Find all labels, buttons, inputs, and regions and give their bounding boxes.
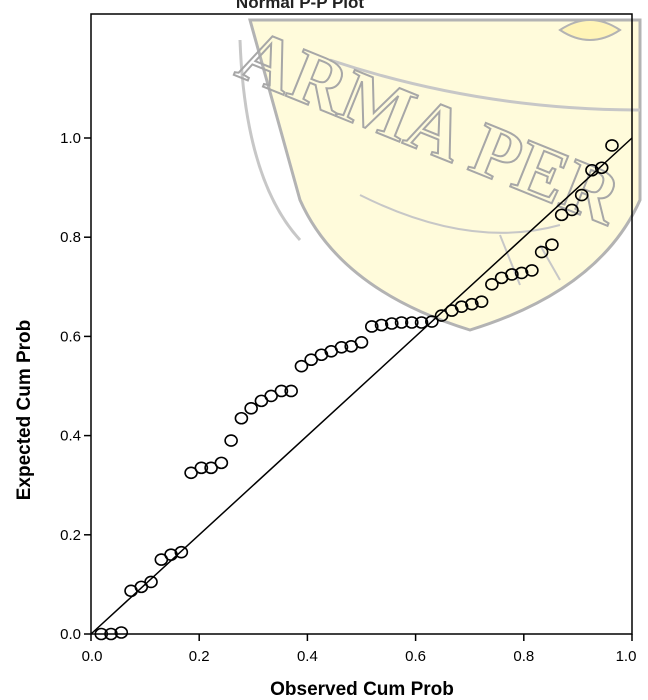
data-point-45	[545, 238, 559, 251]
y-tick-label-5: 1.0	[60, 130, 81, 147]
x-tick-label-4: 0.8	[513, 648, 534, 665]
data-point-48	[574, 188, 589, 202]
x-axis-title: Observed Cum Prob	[270, 679, 454, 700]
data-point-49	[585, 163, 599, 177]
data-point-8	[174, 545, 189, 559]
data-point-39	[485, 278, 499, 291]
x-tick-label-5: 1.0	[616, 648, 637, 665]
data-point-19	[284, 384, 298, 398]
data-point-2	[114, 626, 129, 639]
data-point-34	[434, 309, 449, 322]
data-point-32	[414, 316, 429, 329]
y-axis-ticks: 0.0 0.2 0.4 0.6 0.8 1.0	[60, 130, 91, 643]
x-tick-label-3: 0.6	[405, 648, 426, 665]
data-point-29	[384, 317, 399, 330]
data-point-1	[104, 627, 118, 641]
data-point-17	[264, 389, 278, 403]
data-point-41	[505, 268, 519, 281]
data-point-31	[405, 316, 419, 329]
plot-frame	[90, 13, 633, 635]
data-point-10	[194, 461, 209, 475]
data-point-27	[364, 320, 379, 333]
data-point-36	[454, 300, 469, 313]
x-tick-label-2: 0.4	[297, 648, 318, 665]
watermark-seal: ARMA PER	[226, 11, 642, 332]
data-point-0	[94, 627, 109, 641]
y-tick-label-3: 0.6	[60, 328, 81, 345]
data-point-9	[184, 466, 198, 480]
data-point-38	[474, 295, 489, 308]
y-axis-title: Expected Cum Prob	[14, 320, 35, 501]
y-tick-label-4: 0.8	[60, 229, 81, 246]
data-point-46	[554, 208, 569, 222]
x-tick-label-0: 0.0	[82, 648, 103, 665]
data-point-21	[304, 353, 318, 367]
data-point-7	[164, 548, 178, 561]
data-point-30	[394, 316, 409, 329]
reference-line	[90, 137, 633, 635]
data-point-50	[594, 161, 609, 175]
data-point-44	[534, 245, 549, 259]
data-point-37	[465, 297, 479, 311]
data-point-14	[234, 411, 249, 425]
data-point-13	[224, 434, 238, 447]
data-point-15	[244, 402, 258, 415]
data-point-24	[334, 341, 349, 354]
data-point-28	[374, 318, 389, 332]
data-point-11	[204, 461, 218, 475]
y-tick-label-2: 0.4	[60, 428, 81, 445]
y-tick-label-1: 0.2	[60, 527, 81, 544]
data-point-33	[425, 315, 439, 328]
data-point-20	[294, 359, 309, 373]
data-point-43	[525, 264, 539, 277]
chart-title: Normal P-P Plot	[236, 0, 364, 12]
data-point-51	[605, 139, 619, 152]
data-point-18	[274, 384, 289, 398]
data-point-12	[214, 456, 229, 470]
data-points	[94, 139, 619, 641]
x-axis-ticks: 0.0 0.2 0.4 0.6 0.8 1.0	[82, 634, 637, 665]
data-point-26	[354, 336, 369, 349]
data-point-42	[514, 266, 529, 280]
data-point-47	[565, 203, 579, 217]
y-tick-label-0: 0.0	[60, 626, 81, 643]
data-point-5	[144, 575, 158, 589]
x-tick-label-1: 0.2	[189, 648, 210, 665]
